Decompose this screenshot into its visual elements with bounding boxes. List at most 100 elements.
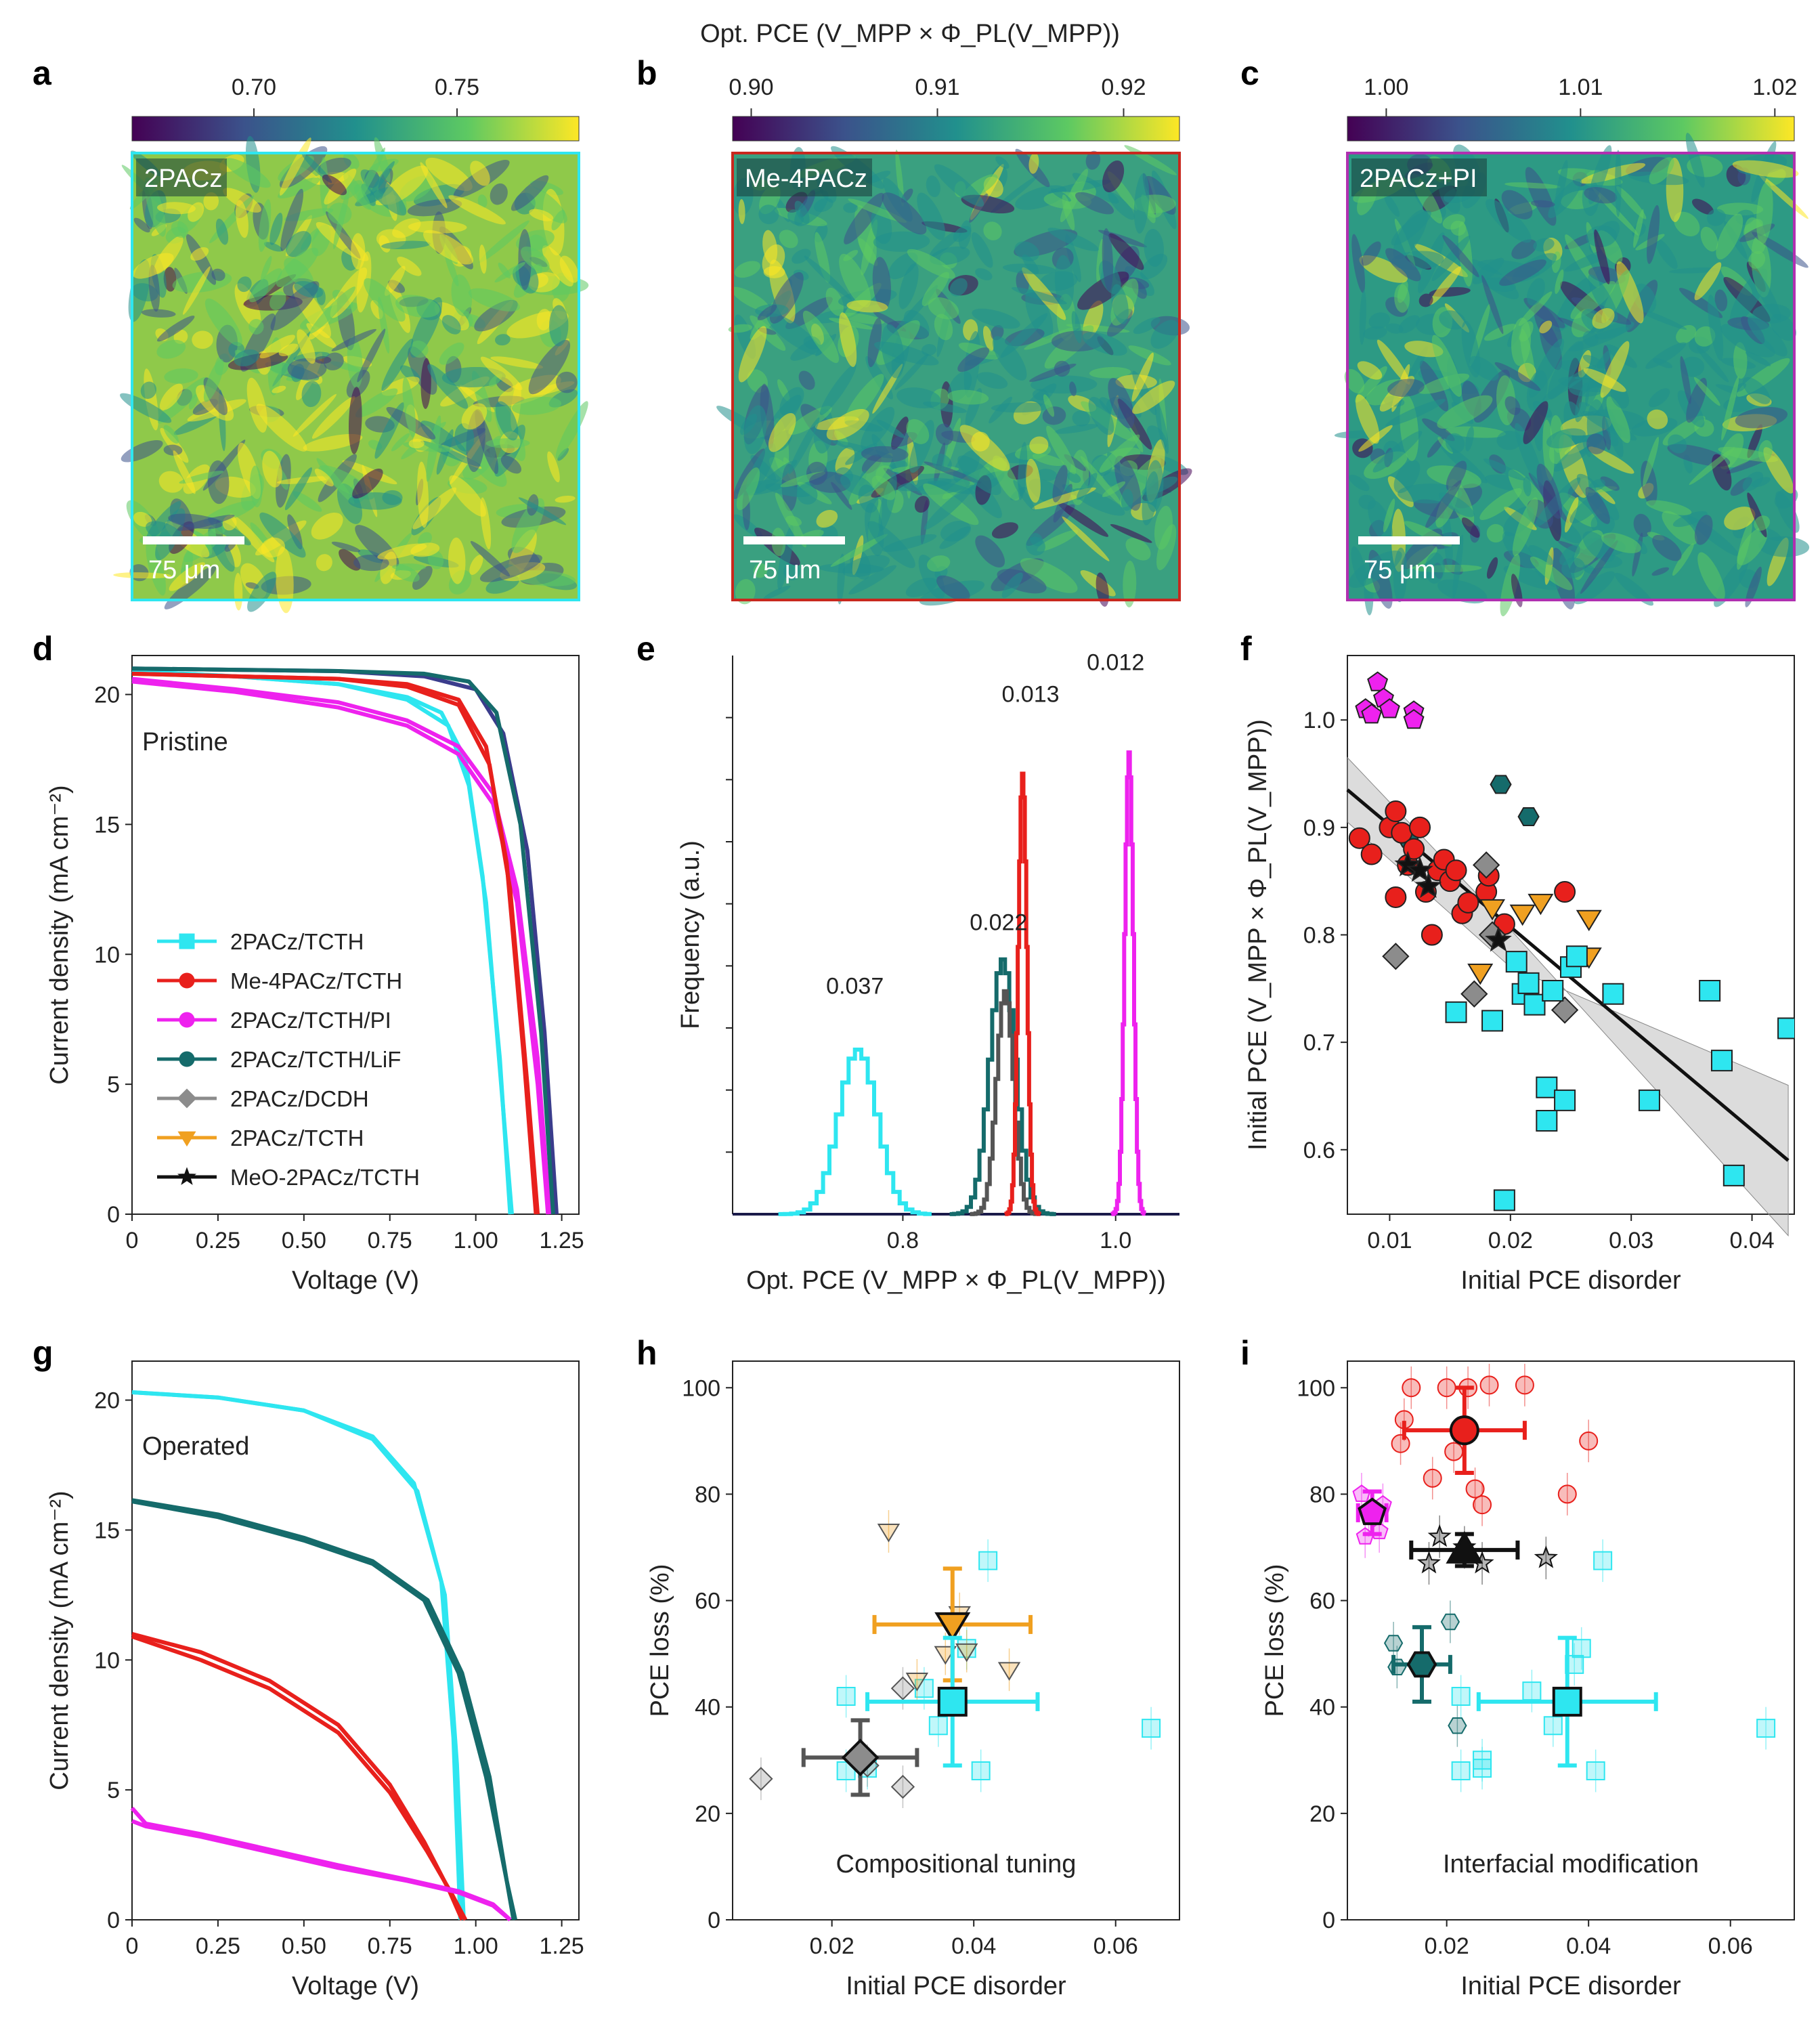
- map-texture: [1142, 471, 1159, 525]
- map-texture: [1694, 515, 1713, 545]
- colorbar-tick-label: 0.91: [915, 74, 959, 100]
- data-point-TCTH: [1602, 983, 1624, 1005]
- map-texture: [1606, 396, 1630, 444]
- map-texture: [1108, 192, 1135, 220]
- map-texture: [766, 312, 822, 356]
- map-texture: [441, 315, 461, 335]
- map-texture: [1150, 320, 1179, 349]
- map-texture: [500, 455, 522, 474]
- jv-curve: [131, 1498, 518, 1920]
- map-texture: [788, 417, 820, 475]
- map-texture: [1504, 182, 1561, 189]
- map-texture: [470, 540, 511, 577]
- map-texture: [753, 563, 768, 578]
- map-texture: [920, 499, 928, 544]
- map-texture: [1446, 433, 1465, 454]
- map-texture: [1542, 365, 1596, 402]
- mean-marker: [1446, 1530, 1483, 1564]
- map-texture: [1694, 326, 1716, 347]
- map-texture: [542, 245, 574, 287]
- map-texture: [1089, 367, 1131, 379]
- y-tick-label: 80: [1309, 1482, 1335, 1507]
- legend-marker: [179, 1051, 195, 1067]
- map-texture: [843, 202, 858, 213]
- y-tick-label: 0: [1322, 1908, 1335, 1933]
- map-texture: [1584, 187, 1618, 204]
- map-texture: [412, 565, 433, 590]
- map-texture: [1523, 401, 1548, 444]
- map-texture: [1559, 544, 1580, 565]
- map-texture: [922, 272, 949, 306]
- map-texture: [1561, 557, 1585, 578]
- data-point-TCTH: [1756, 1719, 1776, 1738]
- map-texture: [1385, 248, 1421, 282]
- map-texture: [1154, 400, 1169, 454]
- panel-i-pce-loss: 0.02 0.04 0.06 0 20 40 60 80 100 Initial PCE diso…: [1261, 1360, 1795, 2000]
- map-texture: [148, 264, 160, 312]
- map-texture: [991, 402, 1050, 413]
- map-texture: [935, 423, 954, 446]
- map-texture: [1527, 278, 1545, 306]
- map-texture: [1133, 173, 1150, 234]
- data-point-Me4: [1473, 1495, 1492, 1515]
- map-texture: [1076, 473, 1098, 500]
- map-texture: [1706, 209, 1726, 226]
- map-texture: [1362, 326, 1387, 340]
- data-point-MeO: [1394, 851, 1422, 877]
- y-tick-label: 5: [107, 1072, 120, 1098]
- data-point-Me4: [1348, 827, 1370, 849]
- map-texture: [826, 409, 869, 441]
- map-texture: [190, 247, 209, 261]
- map-texture: [1358, 425, 1393, 452]
- map-label-bg: [136, 158, 227, 196]
- map-texture: [323, 352, 344, 370]
- y-tick-label: 20: [695, 1801, 720, 1827]
- map-texture: [146, 539, 167, 596]
- data-point-TCTH: [1505, 951, 1528, 973]
- map-texture: [1052, 465, 1068, 502]
- map-texture: [479, 220, 529, 263]
- data-point-TCTH: [1451, 1687, 1471, 1706]
- map-texture: [1745, 566, 1762, 607]
- y-tick-label: 10: [94, 942, 120, 968]
- map-texture: [1697, 552, 1725, 601]
- map-texture: [1102, 228, 1113, 292]
- data-point-DCDH: [890, 1774, 915, 1799]
- map-texture: [738, 198, 745, 225]
- map-texture: [470, 160, 490, 186]
- data-point-PI: [1379, 698, 1400, 718]
- map-texture: [395, 295, 440, 318]
- x-tick-label: 0.50: [282, 1228, 326, 1253]
- map-texture: [947, 389, 989, 405]
- data-point-MeO: [1534, 1545, 1558, 1568]
- map-label-bg: [1351, 158, 1487, 196]
- map-texture: [490, 183, 508, 205]
- map-texture: [207, 460, 230, 504]
- map-texture: [351, 233, 366, 270]
- map-texture: [1724, 507, 1756, 530]
- histogram-Me-4PACz/TCTH: [1004, 771, 1041, 1216]
- map-texture: [1071, 311, 1082, 343]
- map-texture: [397, 257, 422, 276]
- map-texture: [420, 421, 468, 459]
- map-texture: [1461, 320, 1481, 378]
- map-texture: [1446, 460, 1467, 491]
- data-point-TCTH: [1554, 1089, 1576, 1111]
- y-tick-label: 20: [94, 683, 120, 708]
- data-point-TCTH: [1593, 1551, 1613, 1570]
- colorbar-c: [1347, 116, 1795, 142]
- map-texture: [1418, 293, 1433, 307]
- colorbar-a: [131, 116, 580, 142]
- map-texture: [1646, 500, 1692, 515]
- map-texture: [1123, 560, 1137, 607]
- map-texture: [391, 433, 410, 452]
- map-texture: [203, 359, 224, 402]
- map-texture: [874, 341, 939, 366]
- panel-f-scatter: 0.01 0.02 0.03 0.04 0.6 0.7 0.8 0.9 1.0 Initial P…: [1244, 655, 1795, 1295]
- data-point-Me4: [1515, 1375, 1534, 1395]
- map-texture: [439, 342, 464, 365]
- legend-marker: [177, 1167, 196, 1185]
- map-texture: [301, 381, 322, 408]
- map-texture: [183, 266, 211, 315]
- data-point-TCTH: [928, 1716, 948, 1736]
